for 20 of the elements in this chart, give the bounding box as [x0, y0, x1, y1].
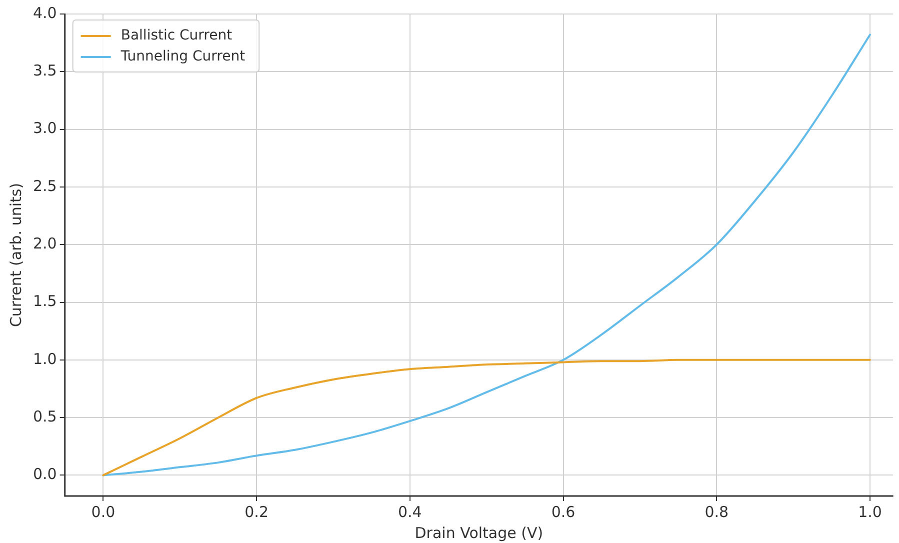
y-tick-label: 3.5: [32, 62, 57, 80]
y-tick-label: 1.5: [32, 292, 57, 310]
x-tick-label: 0.2: [244, 502, 268, 521]
line-series: [102, 358, 871, 476]
x-tick-label: 0.8: [704, 502, 729, 521]
legend-label: Ballistic Current: [120, 28, 233, 44]
y-tick-label: 1.0: [32, 350, 57, 368]
y-tick-label: 4.0: [32, 4, 57, 22]
y-tick-label: 0.0: [32, 465, 57, 484]
x-tick-label: 0.4: [398, 502, 422, 521]
y-tick-label: 2.0: [32, 234, 57, 253]
x-tick-label: 1.0: [858, 502, 882, 521]
y-axis-title: Current (arb. units): [6, 182, 25, 328]
x-tick-label: 0.6: [551, 502, 576, 521]
y-tick-label: 0.5: [32, 407, 57, 426]
y-tick-label: 2.5: [32, 176, 57, 195]
x-tick-label: 0.0: [91, 502, 116, 521]
legend-label: Tunneling Current: [120, 48, 246, 65]
y-tick-label: 3.0: [32, 119, 57, 138]
x-axis-title: Drain Voltage (V): [414, 524, 544, 542]
